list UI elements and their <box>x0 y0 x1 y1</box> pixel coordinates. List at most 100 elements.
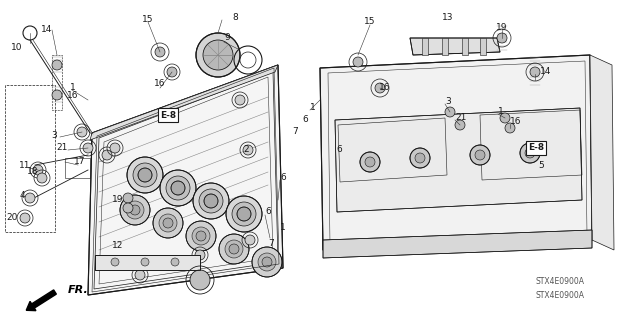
Bar <box>462 38 468 55</box>
Text: STX4E0900A: STX4E0900A <box>62 287 71 288</box>
Text: 1: 1 <box>280 224 285 233</box>
Circle shape <box>52 60 62 70</box>
Text: 21: 21 <box>455 114 467 122</box>
Text: 13: 13 <box>442 13 454 23</box>
Text: 16: 16 <box>67 92 79 100</box>
Text: 18: 18 <box>26 167 38 176</box>
Circle shape <box>111 258 119 266</box>
Text: 1: 1 <box>70 84 76 93</box>
Circle shape <box>133 163 157 187</box>
Text: 6: 6 <box>336 145 342 154</box>
Text: 15: 15 <box>142 16 154 25</box>
Text: 9: 9 <box>224 33 230 42</box>
Text: 15: 15 <box>364 18 376 26</box>
Circle shape <box>375 83 385 93</box>
Circle shape <box>530 67 540 77</box>
Circle shape <box>525 148 535 158</box>
Bar <box>422 38 428 55</box>
Text: 16: 16 <box>510 117 522 127</box>
Circle shape <box>203 40 233 70</box>
Text: 7: 7 <box>268 240 274 249</box>
Text: 16: 16 <box>154 79 166 88</box>
Circle shape <box>199 189 223 213</box>
Circle shape <box>25 193 35 203</box>
Circle shape <box>141 258 149 266</box>
Circle shape <box>258 253 276 271</box>
FancyArrow shape <box>26 290 56 311</box>
Text: 2: 2 <box>243 145 248 154</box>
Text: FR.: FR. <box>68 285 89 295</box>
Polygon shape <box>90 65 278 140</box>
Circle shape <box>171 181 185 195</box>
Text: 3: 3 <box>51 130 57 139</box>
Text: 3: 3 <box>445 98 451 107</box>
Bar <box>480 38 486 55</box>
Polygon shape <box>590 55 614 250</box>
Circle shape <box>192 227 210 245</box>
Circle shape <box>153 208 183 238</box>
Circle shape <box>195 250 205 260</box>
Circle shape <box>243 145 253 155</box>
Circle shape <box>252 247 282 277</box>
Text: 1: 1 <box>498 108 504 116</box>
Circle shape <box>160 170 196 206</box>
Text: 19: 19 <box>112 196 124 204</box>
Circle shape <box>445 107 455 117</box>
Text: 6: 6 <box>302 115 308 124</box>
Circle shape <box>186 221 216 251</box>
Text: 14: 14 <box>42 26 52 34</box>
Circle shape <box>102 150 112 160</box>
Circle shape <box>237 207 251 221</box>
Polygon shape <box>95 255 200 270</box>
Circle shape <box>135 270 145 280</box>
Circle shape <box>37 173 47 183</box>
Circle shape <box>120 195 150 225</box>
Text: 6: 6 <box>280 174 285 182</box>
Circle shape <box>33 165 43 175</box>
Circle shape <box>52 90 62 100</box>
Circle shape <box>155 47 165 57</box>
Circle shape <box>500 113 510 123</box>
Circle shape <box>415 153 425 163</box>
Circle shape <box>235 95 245 105</box>
Circle shape <box>167 67 177 77</box>
Text: STX4E0900A: STX4E0900A <box>536 291 584 300</box>
Text: 10: 10 <box>10 43 22 53</box>
Text: 8: 8 <box>232 13 237 23</box>
Circle shape <box>520 143 540 163</box>
Polygon shape <box>320 55 592 250</box>
Circle shape <box>470 145 490 165</box>
Circle shape <box>229 244 239 254</box>
Text: 17: 17 <box>74 158 86 167</box>
Circle shape <box>360 152 380 172</box>
Text: 11: 11 <box>19 160 30 169</box>
Polygon shape <box>410 38 500 55</box>
Circle shape <box>130 205 140 215</box>
Circle shape <box>123 193 133 203</box>
Text: 14: 14 <box>540 68 552 77</box>
Text: 5: 5 <box>538 160 544 169</box>
Circle shape <box>204 194 218 208</box>
Circle shape <box>196 231 206 241</box>
Circle shape <box>475 150 485 160</box>
Text: 6: 6 <box>265 207 271 217</box>
Circle shape <box>171 258 179 266</box>
Circle shape <box>505 123 515 133</box>
Circle shape <box>123 203 133 213</box>
Circle shape <box>353 57 363 67</box>
Text: E-8: E-8 <box>528 144 544 152</box>
Circle shape <box>245 235 255 245</box>
Bar <box>442 38 448 55</box>
Polygon shape <box>323 230 592 258</box>
Circle shape <box>226 196 262 232</box>
Text: 21: 21 <box>56 144 68 152</box>
Circle shape <box>159 214 177 232</box>
Circle shape <box>20 213 30 223</box>
Circle shape <box>138 168 152 182</box>
Circle shape <box>77 127 87 137</box>
Circle shape <box>232 202 256 226</box>
Circle shape <box>497 33 507 43</box>
Text: 4: 4 <box>19 190 25 199</box>
Circle shape <box>110 143 120 153</box>
Circle shape <box>365 157 375 167</box>
